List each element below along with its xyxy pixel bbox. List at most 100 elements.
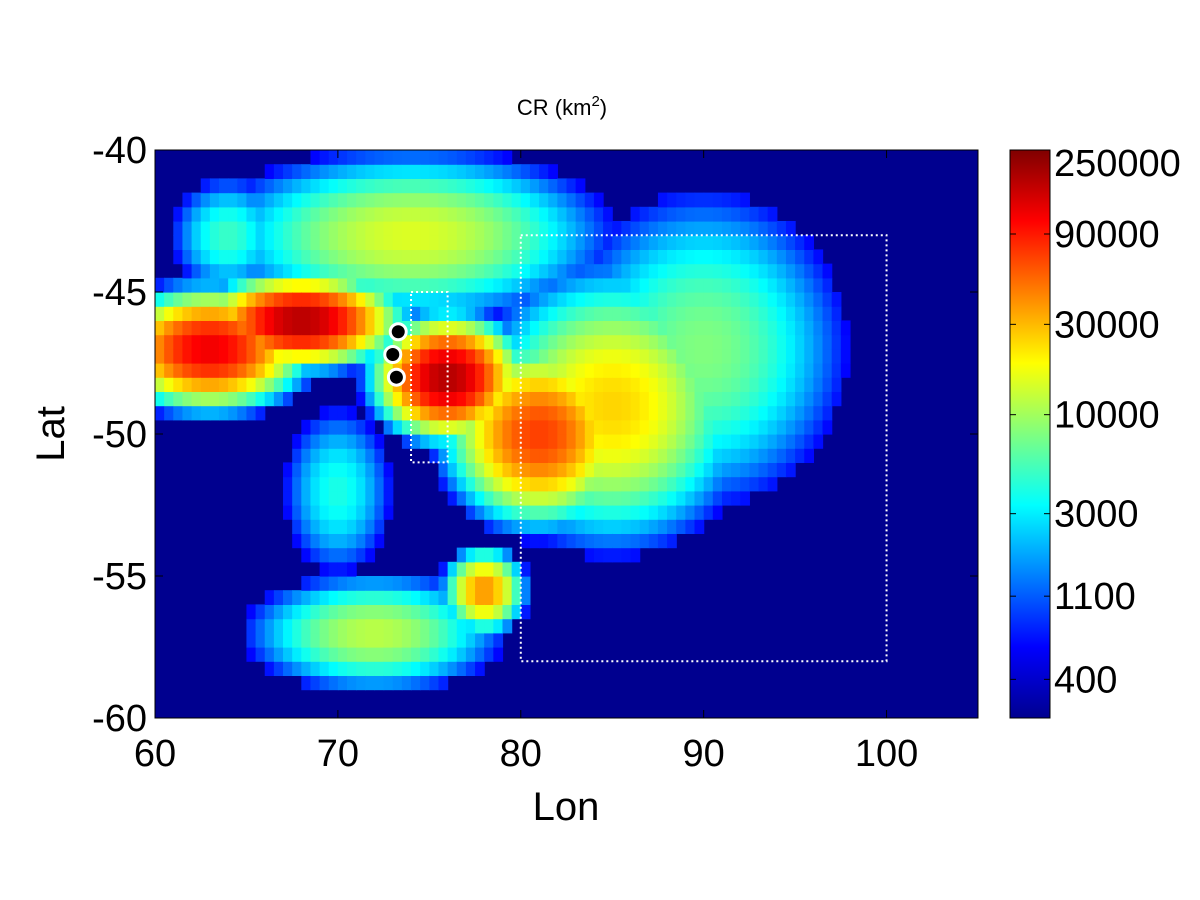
heatmap-cell — [703, 263, 714, 279]
heatmap-cell — [347, 590, 357, 605]
heatmap-cell — [401, 618, 412, 634]
heatmap-cell — [420, 292, 430, 307]
heatmap-cell — [621, 292, 632, 307]
heatmap-cell — [767, 292, 778, 307]
heatmap-cell — [273, 206, 284, 222]
heatmap-cell — [301, 363, 312, 378]
heatmap-cell — [447, 306, 458, 321]
heatmap-cell — [401, 221, 412, 236]
heatmap-cell — [648, 448, 659, 463]
heatmap-cell — [584, 505, 595, 520]
heatmap-cell — [831, 306, 842, 321]
heatmap-cell — [475, 604, 485, 620]
heatmap-cell — [539, 164, 549, 179]
heatmap-cell — [493, 590, 504, 605]
heatmap-cell — [484, 192, 494, 208]
heatmap-cell — [804, 263, 814, 279]
heatmap-cell — [648, 363, 659, 378]
heatmap-cell — [685, 221, 696, 236]
heatmap-cell — [356, 448, 366, 463]
heatmap-cell — [456, 434, 467, 449]
heatmap-cell — [209, 320, 220, 336]
heatmap-cell — [603, 462, 613, 478]
heatmap-cell — [557, 178, 568, 194]
heatmap-cell — [548, 348, 558, 364]
heatmap-cell — [621, 419, 632, 435]
heatmap-cell — [584, 263, 595, 279]
heatmap-cell — [557, 263, 568, 279]
heatmap-cell — [328, 632, 339, 648]
heatmap-cell — [255, 348, 266, 364]
heatmap-cell — [264, 632, 275, 648]
heatmap-cell — [429, 348, 440, 364]
heatmap-cell — [648, 490, 659, 506]
heatmap-cell — [548, 164, 558, 179]
heatmap-cell — [438, 590, 449, 605]
heatmap-cell — [356, 206, 366, 222]
heatmap-cell — [475, 476, 485, 492]
heatmap-cell — [667, 505, 677, 520]
heatmap-cell — [465, 476, 476, 492]
heatmap-cell — [795, 263, 805, 279]
x-tick-label: 70 — [317, 733, 359, 775]
heatmap-cell — [539, 249, 549, 265]
heatmap-cell — [191, 377, 202, 392]
heatmap-cell — [612, 348, 622, 364]
heatmap-cell — [456, 263, 467, 279]
heatmap-cell — [411, 348, 421, 364]
heatmap-cell — [429, 192, 440, 208]
heatmap-cell — [539, 448, 549, 463]
heatmap-cell — [575, 334, 586, 350]
heatmap-cell — [475, 419, 485, 435]
heatmap-cell — [246, 334, 257, 350]
heatmap-cell — [337, 235, 348, 250]
heatmap-cell — [337, 178, 348, 194]
heatmap-cell — [182, 334, 193, 350]
heatmap-cell — [493, 419, 504, 435]
heatmap-cell — [255, 632, 266, 648]
heatmap-cell — [319, 647, 330, 662]
heatmap-cell — [603, 235, 613, 250]
heatmap-cell — [612, 306, 622, 321]
heatmap-cell — [475, 547, 485, 563]
heatmap-cell — [292, 164, 302, 179]
heatmap-cell — [292, 434, 302, 449]
heatmap-cell — [310, 150, 321, 165]
heatmap-cell — [612, 476, 622, 492]
heatmap-cell — [795, 277, 805, 293]
heatmap-cell — [447, 561, 458, 577]
heatmap-cell — [776, 405, 787, 421]
heatmap-cell — [292, 533, 302, 549]
heatmap-cell — [767, 377, 778, 392]
heatmap-cell — [429, 647, 440, 662]
heatmap-cell — [740, 292, 750, 307]
heatmap-cell — [420, 632, 430, 648]
heatmap-cell — [319, 178, 330, 194]
heatmap-cell — [539, 320, 549, 336]
heatmap-cell — [365, 462, 376, 478]
heatmap-cell — [758, 434, 769, 449]
heatmap-cell — [493, 391, 504, 407]
heatmap-cell — [200, 192, 211, 208]
heatmap-cell — [749, 419, 760, 435]
heatmap-cell — [758, 320, 769, 336]
heatmap-cell — [319, 590, 330, 605]
heatmap-cell — [539, 476, 549, 492]
heatmap-cell — [337, 647, 348, 662]
heatmap-cell — [191, 306, 202, 321]
heatmap-cell — [712, 505, 723, 520]
heatmap-cell — [721, 206, 732, 222]
heatmap-cell — [246, 306, 257, 321]
heatmap-cell — [438, 448, 449, 463]
heatmap-cell — [676, 292, 686, 307]
heatmap-cell — [200, 178, 211, 194]
heatmap-cell — [630, 348, 641, 364]
heatmap-cell — [475, 590, 485, 605]
heatmap-cell — [292, 377, 302, 392]
heatmap-cell — [511, 263, 522, 279]
heatmap-cell — [420, 178, 430, 194]
heatmap-cell — [365, 675, 376, 691]
heatmap-cell — [337, 334, 348, 350]
heatmap-cell — [593, 221, 604, 236]
heatmap-cell — [301, 320, 312, 336]
